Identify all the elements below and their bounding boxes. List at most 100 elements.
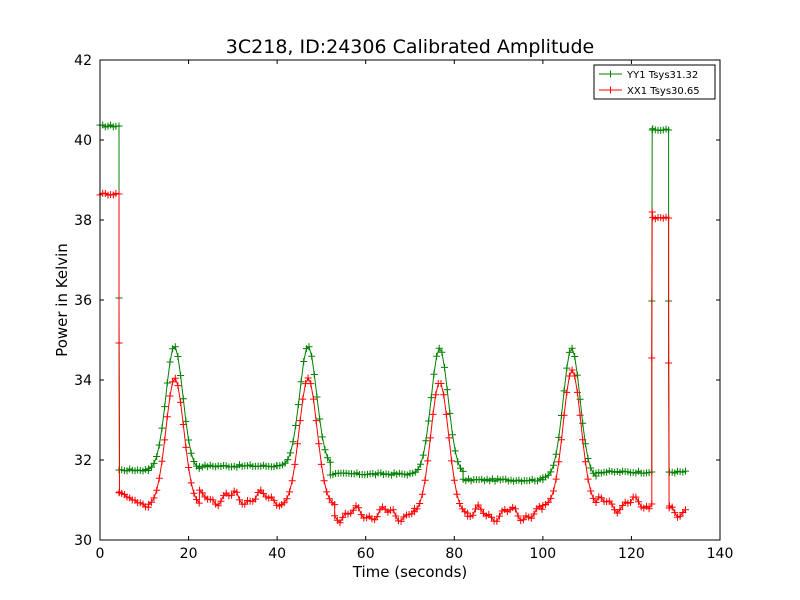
data-point-marker (635, 498, 642, 506)
data-point-marker (530, 510, 538, 518)
y-tick-label: 40 (74, 133, 92, 149)
data-point-marker (527, 514, 535, 522)
data-point-marker (270, 496, 278, 504)
data-point-marker (389, 506, 397, 514)
data-point-marker (187, 479, 195, 487)
data-point-marker (281, 459, 289, 467)
data-point-marker (284, 456, 292, 464)
data-point-marker (310, 395, 317, 403)
data-point-marker (163, 413, 171, 421)
data-point-marker (177, 398, 185, 406)
y-axis-label: Power in Kelvin (53, 243, 71, 357)
data-point-marker (150, 459, 158, 467)
data-point-marker (418, 490, 426, 498)
data-point-marker (438, 348, 446, 356)
x-tick-label: 140 (707, 546, 734, 562)
data-point-marker (155, 474, 163, 482)
data-point-marker (289, 438, 297, 446)
data-point-marker (560, 411, 568, 419)
data-point-marker (474, 501, 482, 509)
data-point-marker (217, 497, 225, 505)
data-point-marker (305, 343, 313, 351)
data-point-marker (228, 491, 235, 499)
data-point-marker (555, 458, 563, 466)
data-point-marker (425, 417, 433, 425)
x-tick-label: 0 (96, 546, 105, 562)
data-point-marker (435, 344, 443, 352)
x-axis-label: Time (seconds) (352, 563, 468, 581)
data-point-marker (682, 467, 689, 475)
x-tick-label: 40 (268, 546, 286, 562)
data-point-marker (316, 415, 324, 423)
data-point-marker (115, 339, 123, 347)
data-point-marker (584, 475, 592, 483)
data-point-marker (182, 443, 190, 451)
data-point-marker (616, 506, 624, 514)
data-point-marker (315, 440, 323, 448)
x-tick-label: 20 (180, 546, 198, 562)
data-point-marker (579, 436, 587, 444)
data-point-marker (349, 506, 357, 514)
data-point-marker (568, 344, 576, 352)
data-point-marker (414, 466, 422, 473)
data-point-marker (307, 380, 315, 388)
data-point-marker (552, 475, 560, 483)
data-point-marker (161, 436, 169, 444)
data-point-marker (456, 500, 464, 507)
data-point-marker (158, 457, 166, 465)
data-point-marker (300, 358, 308, 365)
data-point-marker (550, 461, 557, 469)
data-point-marker (158, 424, 166, 432)
data-point-marker (432, 391, 440, 399)
series-yy1 (96, 121, 689, 485)
data-point-marker (608, 500, 616, 508)
data-point-marker (283, 495, 291, 503)
data-point-marker (317, 460, 325, 468)
data-point-marker (453, 490, 461, 498)
data-point-marker (174, 353, 182, 360)
data-point-marker (294, 401, 302, 409)
data-point-marker (587, 464, 595, 472)
data-point-marker (153, 453, 161, 460)
data-point-marker (449, 431, 456, 439)
data-point-marker (166, 358, 174, 366)
axes: 0 20 40 60 80 100 120 140 30 32 34 36 38 40 42 (74, 53, 733, 562)
data-point-marker (448, 457, 456, 465)
data-point-marker (416, 500, 424, 507)
data-point-marker (665, 126, 673, 134)
data-point-marker (321, 446, 329, 454)
data-point-marker (190, 458, 198, 465)
data-point-marker (437, 380, 445, 387)
data-point-marker (280, 499, 288, 507)
data-point-marker (440, 391, 448, 399)
data-point-marker (443, 386, 451, 394)
data-point-marker (565, 348, 573, 356)
data-point-marker (511, 505, 519, 513)
legend-box (593, 64, 716, 100)
data-point-marker (427, 394, 435, 402)
data-point-marker (308, 352, 316, 360)
data-point-marker (587, 487, 595, 495)
legend-label: YY1 Tsys31.32 (626, 70, 698, 81)
plot-area (96, 121, 689, 527)
data-point-marker (323, 488, 331, 496)
data-point-marker (373, 513, 381, 521)
data-point-marker (648, 354, 656, 362)
data-point-marker (547, 468, 555, 476)
data-point-marker (355, 504, 363, 512)
data-point-marker (665, 214, 673, 222)
data-point-marker (519, 516, 527, 524)
data-point-marker (169, 378, 177, 386)
data-point-marker (155, 441, 163, 449)
y-tick-label: 32 (74, 453, 92, 469)
legend-marker (607, 70, 614, 78)
data-point-marker (413, 505, 421, 513)
data-point-marker (150, 494, 158, 502)
data-point-marker (547, 494, 555, 502)
data-point-marker (493, 517, 501, 525)
data-point-marker (597, 494, 605, 502)
data-point-marker (147, 498, 155, 506)
data-point-marker (288, 477, 296, 485)
data-point-marker (671, 509, 679, 517)
data-point-marker (251, 495, 259, 503)
